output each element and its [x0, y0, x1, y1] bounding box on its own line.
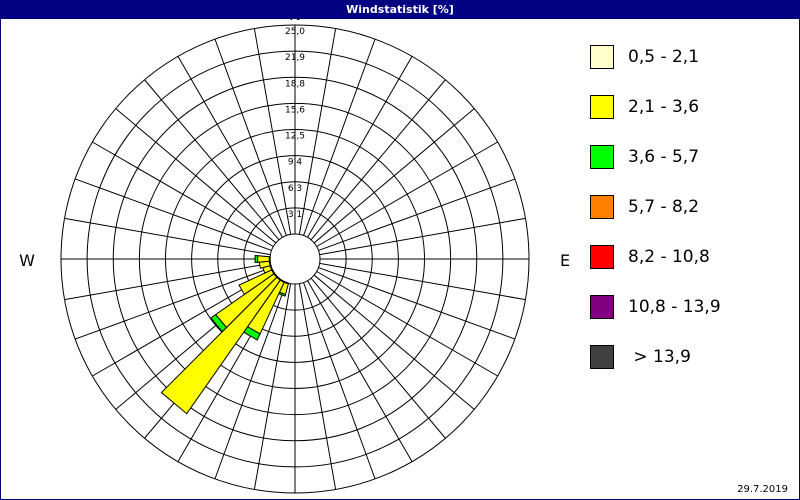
grid-spoke	[319, 262, 526, 301]
legend-item: 10,8 - 13,9	[590, 295, 790, 321]
grid-spoke	[298, 283, 337, 490]
legend-label: 10,8 - 13,9	[628, 297, 721, 317]
legend-label: 5,7 - 8,2	[628, 197, 700, 217]
sector-segment	[238, 269, 275, 296]
compass-label: W	[19, 251, 35, 270]
radial-tick-label: 3,1	[288, 210, 302, 220]
grid-spoke	[316, 271, 498, 377]
grid-spoke	[144, 79, 280, 241]
wind-rose-chart: 3,16,39,412,515,618,821,925,0NESW	[19, 19, 570, 494]
grid-spoke	[92, 141, 274, 247]
window-title: Windstatistik [%]	[0, 0, 800, 19]
grid-spoke	[74, 267, 272, 340]
legend-label: > 13,9	[628, 347, 691, 367]
compass-label: N	[289, 19, 301, 24]
grid-spoke	[298, 28, 337, 235]
grid-spoke	[318, 178, 516, 251]
sector-segment	[257, 255, 270, 263]
sector-segment	[210, 313, 228, 333]
grid-spoke	[313, 274, 475, 410]
date-label: 29.7.2019	[737, 484, 788, 495]
grid-spoke	[253, 28, 292, 235]
grid-spoke	[318, 267, 516, 340]
grid-spoke	[307, 280, 413, 462]
legend-label: 8,2 - 10,8	[628, 247, 710, 267]
grid-spoke	[214, 282, 287, 480]
grid-spoke	[303, 38, 376, 236]
grid-spoke	[64, 217, 271, 256]
grid-spoke	[74, 178, 272, 251]
radial-tick-label: 25,0	[285, 27, 305, 37]
legend-swatch	[590, 45, 614, 69]
grid-spoke	[310, 277, 446, 439]
legend-item: > 13,9	[590, 345, 790, 371]
legend-swatch	[590, 245, 614, 269]
legend-label: 2,1 - 3,6	[628, 97, 700, 117]
legend-item: 2,1 - 3,6	[590, 95, 790, 121]
radial-tick-label: 12,5	[285, 132, 305, 142]
radial-tick-label: 6,3	[288, 184, 302, 194]
legend-item: 3,6 - 5,7	[590, 145, 790, 171]
compass-label: E	[560, 251, 570, 270]
legend-item: 0,5 - 2,1	[590, 45, 790, 71]
grid-spoke	[310, 79, 446, 241]
grid-spoke	[177, 56, 283, 238]
grid-spoke	[64, 262, 271, 301]
grid-spoke	[313, 108, 475, 244]
radial-tick-label: 18,8	[285, 79, 305, 89]
grid-spoke	[214, 38, 287, 236]
sector-segment	[254, 254, 259, 264]
legend-item: 8,2 - 10,8	[590, 245, 790, 271]
legend-swatch	[590, 95, 614, 119]
sector-segment	[160, 276, 281, 415]
legend-swatch	[590, 145, 614, 169]
legend-swatch	[590, 195, 614, 219]
legend-label: 0,5 - 2,1	[628, 47, 700, 67]
grid-spoke	[319, 217, 526, 256]
grid-spoke	[303, 282, 376, 480]
legend-item: 5,7 - 8,2	[590, 195, 790, 221]
grid-spoke	[307, 56, 413, 238]
radial-tick-label: 15,6	[285, 105, 305, 115]
radial-tick-label: 21,9	[285, 53, 305, 63]
legend-label: 3,6 - 5,7	[628, 147, 700, 167]
legend-swatch	[590, 295, 614, 319]
radial-tick-label: 9,4	[288, 158, 303, 168]
grid-spoke	[115, 108, 277, 244]
grid-spoke	[253, 283, 292, 490]
grid-spoke	[316, 141, 498, 247]
legend-swatch	[590, 345, 614, 369]
